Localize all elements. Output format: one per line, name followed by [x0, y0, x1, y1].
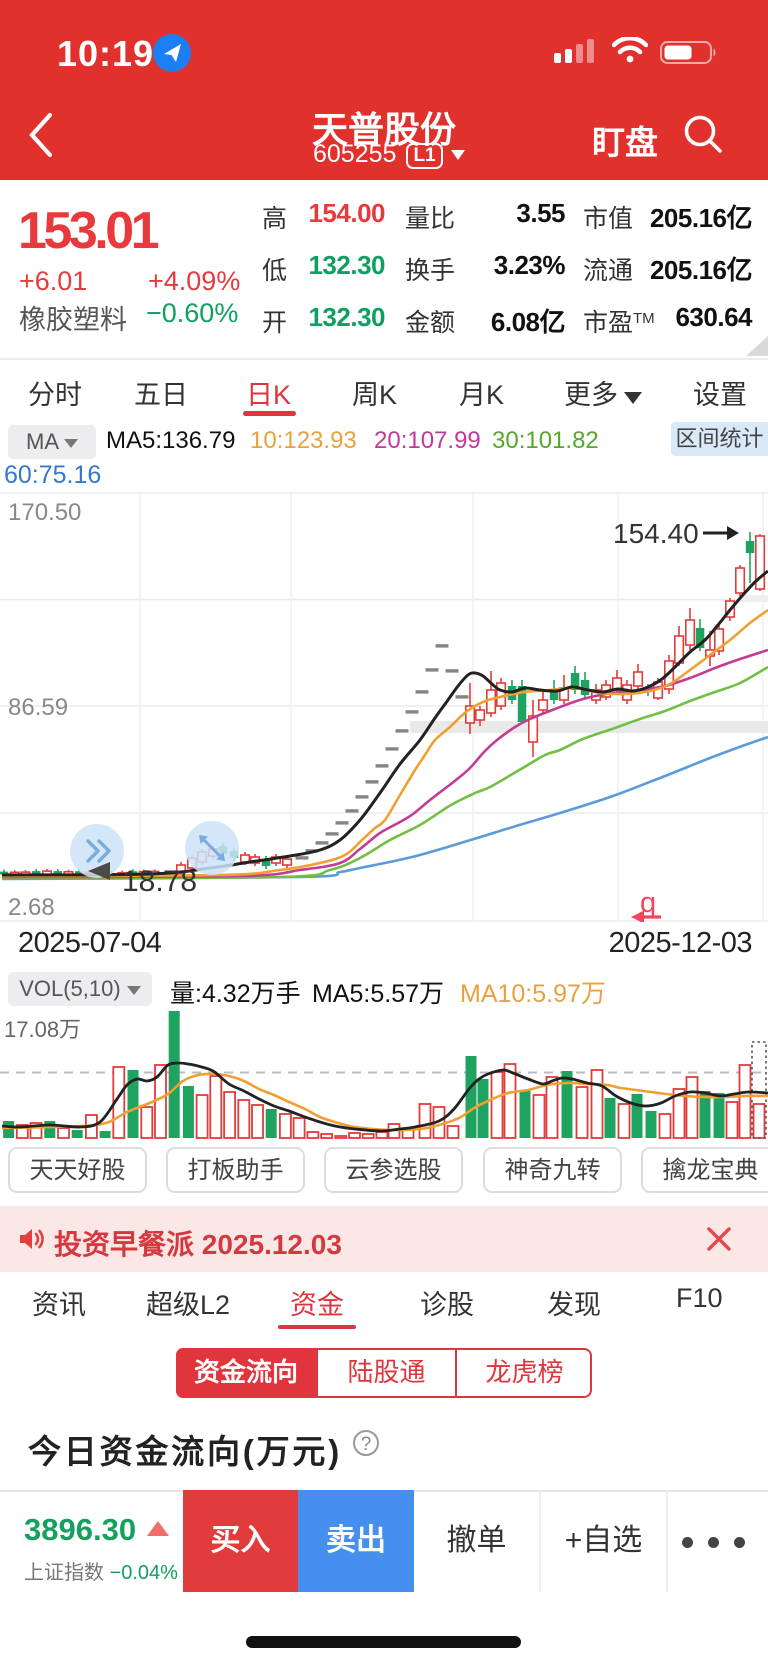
- svg-text:q: q: [640, 887, 656, 919]
- svg-text:2.68: 2.68: [8, 894, 55, 921]
- svg-text:170.50: 170.50: [8, 499, 81, 526]
- svg-text:18.78: 18.78: [122, 865, 197, 898]
- svg-text:154.40: 154.40: [613, 518, 699, 549]
- svg-text:86.59: 86.59: [8, 694, 68, 721]
